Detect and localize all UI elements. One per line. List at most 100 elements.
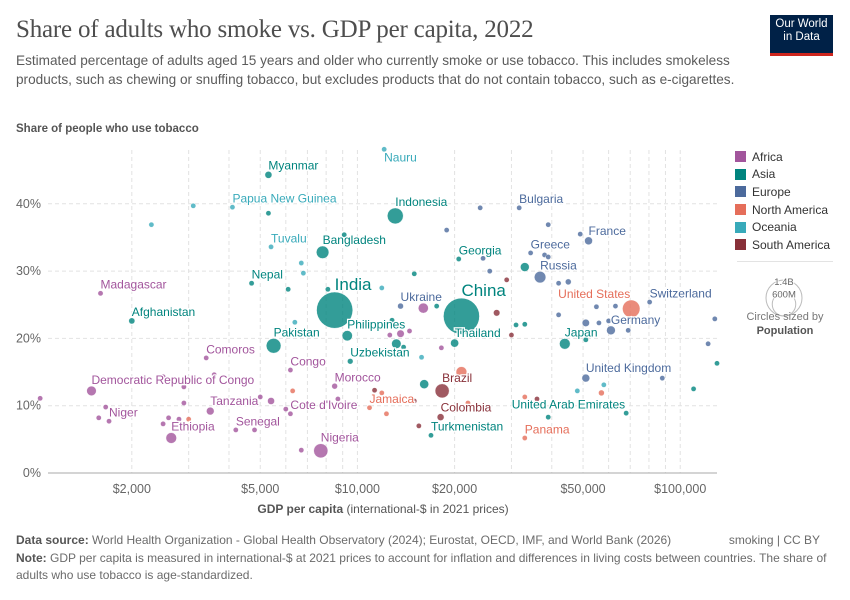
data-point[interactable] [266, 338, 282, 354]
data-point[interactable] [341, 231, 348, 238]
data-point[interactable] [418, 302, 429, 314]
data-point[interactable] [577, 231, 584, 237]
data-point[interactable] [581, 319, 590, 327]
data-point[interactable] [555, 312, 562, 318]
data-point[interactable] [316, 291, 353, 329]
data-point[interactable] [298, 260, 305, 266]
data-point[interactable] [128, 317, 136, 325]
data-point[interactable] [287, 367, 294, 373]
data-point[interactable] [165, 415, 172, 421]
data-point[interactable] [233, 427, 239, 433]
data-point[interactable] [516, 205, 522, 211]
data-point[interactable] [283, 406, 289, 412]
data-point[interactable] [545, 254, 552, 260]
data-point[interactable] [37, 395, 43, 402]
data-point[interactable] [206, 407, 215, 416]
data-point[interactable] [285, 286, 291, 293]
data-point[interactable] [625, 327, 632, 334]
data-point[interactable] [606, 325, 616, 335]
data-point[interactable] [389, 317, 395, 324]
data-point[interactable] [86, 385, 97, 396]
legend-item-oceania[interactable]: Oceania [735, 218, 830, 236]
owid-logo[interactable]: Our World in Data [770, 15, 833, 56]
data-point[interactable] [646, 299, 653, 305]
data-point[interactable] [176, 416, 182, 422]
data-point[interactable] [411, 270, 418, 277]
data-point[interactable] [545, 414, 552, 420]
data-point[interactable] [331, 383, 338, 390]
data-point[interactable] [545, 221, 552, 228]
data-point[interactable] [477, 205, 483, 211]
data-point[interactable] [596, 320, 602, 326]
data-point[interactable] [419, 379, 429, 389]
data-point[interactable] [292, 319, 298, 326]
data-point[interactable] [581, 373, 590, 383]
data-point[interactable] [391, 338, 402, 349]
data-point[interactable] [601, 382, 607, 388]
data-point[interactable] [387, 332, 393, 338]
data-point[interactable] [598, 389, 605, 397]
data-point[interactable] [185, 416, 192, 422]
data-point[interactable] [480, 255, 486, 262]
data-point[interactable] [534, 271, 547, 284]
data-point[interactable] [298, 447, 305, 453]
data-point[interactable] [366, 404, 373, 411]
data-point[interactable] [371, 387, 378, 394]
data-point[interactable] [493, 309, 501, 317]
data-point[interactable] [257, 394, 264, 400]
data-point[interactable] [712, 316, 718, 322]
data-point[interactable] [387, 207, 404, 225]
data-point[interactable] [522, 321, 528, 328]
data-point[interactable] [659, 375, 666, 381]
legend-item-asia[interactable]: Asia [735, 166, 830, 184]
data-point[interactable] [165, 432, 177, 444]
data-point[interactable] [325, 286, 331, 293]
data-point[interactable] [522, 394, 528, 400]
data-point[interactable] [267, 397, 275, 405]
legend-item-africa[interactable]: Africa [735, 148, 830, 166]
data-point[interactable] [190, 203, 197, 209]
data-point[interactable] [313, 443, 329, 459]
data-point[interactable] [593, 303, 600, 310]
data-point[interactable] [95, 415, 102, 421]
data-point[interactable] [436, 413, 445, 421]
data-point[interactable] [397, 302, 404, 310]
data-point[interactable] [455, 366, 468, 378]
data-point[interactable] [690, 386, 697, 392]
data-point[interactable] [465, 400, 471, 406]
data-point[interactable] [450, 338, 459, 348]
data-point[interactable] [714, 360, 720, 367]
data-point[interactable] [434, 383, 450, 399]
data-point[interactable] [383, 410, 390, 417]
data-point[interactable] [574, 388, 581, 394]
data-point[interactable] [418, 354, 425, 361]
data-point[interactable] [211, 371, 218, 378]
data-point[interactable] [268, 244, 274, 250]
data-point[interactable] [379, 390, 385, 396]
data-point[interactable] [555, 280, 562, 287]
data-point[interactable] [264, 171, 273, 179]
data-point[interactable] [438, 345, 445, 351]
data-point[interactable] [160, 421, 166, 427]
data-point[interactable] [106, 418, 112, 424]
data-point[interactable] [411, 398, 418, 404]
data-point[interactable] [381, 146, 387, 153]
data-point[interactable] [503, 277, 510, 283]
data-point[interactable] [508, 332, 515, 338]
data-point[interactable] [416, 423, 422, 429]
data-point[interactable] [287, 410, 294, 417]
license-link[interactable]: smoking | CC BY [728, 533, 820, 547]
data-point[interactable] [443, 297, 480, 335]
data-point[interactable] [428, 432, 434, 439]
legend-item-europe[interactable]: Europe [735, 183, 830, 201]
data-point[interactable] [335, 396, 341, 402]
data-point[interactable] [527, 250, 534, 256]
data-point[interactable] [97, 290, 104, 297]
data-point[interactable] [559, 338, 571, 350]
data-point[interactable] [622, 299, 641, 318]
data-point[interactable] [248, 280, 255, 287]
data-point[interactable] [300, 270, 307, 276]
data-point[interactable] [341, 330, 353, 342]
data-point[interactable] [520, 262, 530, 272]
data-point[interactable] [181, 384, 187, 390]
